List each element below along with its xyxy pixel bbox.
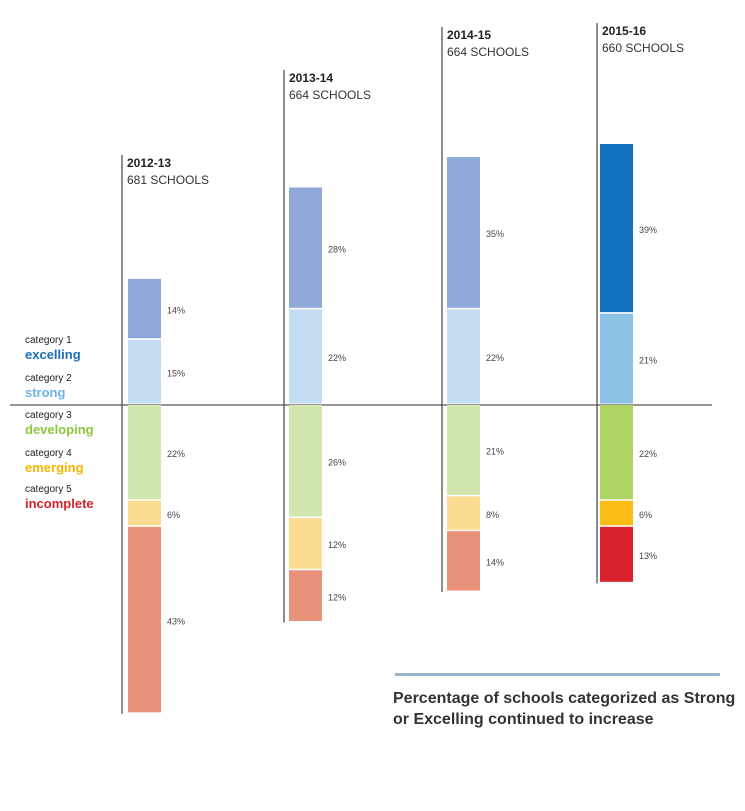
- year-label: 2014-15: [447, 28, 491, 42]
- bar-segment-strong: [447, 309, 480, 404]
- legend-name: incomplete: [25, 496, 94, 511]
- legend-item-incomplete: category 5 incomplete: [25, 484, 94, 511]
- legend-category-label: category 2: [25, 373, 72, 384]
- bar-segment-developing: [128, 405, 161, 500]
- bar-segment-excelling: [128, 278, 161, 339]
- value-label: 14%: [167, 305, 185, 315]
- value-label: 6%: [167, 510, 180, 520]
- bar-segment-emerging: [447, 496, 480, 530]
- value-label: 35%: [486, 229, 504, 239]
- legend-name: excelling: [25, 347, 81, 362]
- school-count-label: 664 SCHOOLS: [289, 88, 371, 102]
- value-label: 12%: [328, 592, 346, 602]
- bar-segment-strong: [128, 339, 161, 404]
- chart-caption: Percentage of schools categorized as Str…: [393, 690, 736, 728]
- legend-category-label: category 3: [25, 410, 72, 421]
- bar-segment-strong: [289, 309, 322, 404]
- bar-segment-excelling: [600, 144, 633, 313]
- bar-segment-emerging: [128, 500, 161, 526]
- value-label: 28%: [328, 244, 346, 254]
- legend-category-label: category 5: [25, 484, 72, 495]
- legend-category-label: category 1: [25, 335, 72, 346]
- bar-segment-developing: [447, 405, 480, 495]
- legend-item-strong: category 2 strong: [25, 373, 72, 400]
- bar-segment-excelling: [447, 157, 480, 308]
- year-label: 2013-14: [289, 71, 333, 85]
- legend-name: emerging: [25, 460, 84, 475]
- value-label: 14%: [486, 558, 504, 568]
- bar-segment-strong: [600, 313, 633, 404]
- value-label: 22%: [639, 449, 657, 459]
- value-label: 8%: [486, 510, 499, 520]
- value-label: 22%: [328, 353, 346, 363]
- bar-segment-developing: [600, 405, 633, 500]
- value-label: 22%: [486, 353, 504, 363]
- school-count-label: 660 SCHOOLS: [602, 41, 684, 55]
- value-label: 39%: [639, 225, 657, 235]
- legend-item-excelling: category 1 excelling: [25, 335, 81, 362]
- value-label: 26%: [328, 458, 346, 468]
- legend-name: developing: [25, 422, 94, 437]
- year-label: 2015-16: [602, 24, 646, 38]
- value-label: 22%: [167, 449, 185, 459]
- year-label: 2012-13: [127, 156, 171, 170]
- value-label: 15%: [167, 368, 185, 378]
- legend-item-developing: category 3 developing: [25, 410, 94, 437]
- bar-segment-excelling: [289, 187, 322, 308]
- school-count-label: 681 SCHOOLS: [127, 173, 209, 187]
- caption-rule: [395, 673, 720, 676]
- bar-segment-developing: [289, 405, 322, 517]
- value-label: 21%: [639, 355, 657, 365]
- value-label: 6%: [639, 510, 652, 520]
- value-label: 21%: [486, 447, 504, 457]
- school-count-label: 664 SCHOOLS: [447, 45, 529, 59]
- legend-category-label: category 4: [25, 448, 72, 459]
- value-label: 12%: [328, 540, 346, 550]
- bar-segment-incomplete: [128, 526, 161, 713]
- value-label: 13%: [639, 551, 657, 561]
- bar-segment-incomplete: [600, 526, 633, 582]
- legend-item-emerging: category 4 emerging: [25, 448, 84, 475]
- value-label: 43%: [167, 616, 185, 626]
- bar-segment-incomplete: [447, 531, 480, 591]
- bar-segment-incomplete: [289, 570, 322, 621]
- bar-segment-emerging: [600, 500, 633, 526]
- legend-name: strong: [25, 385, 66, 400]
- bar-segment-emerging: [289, 518, 322, 569]
